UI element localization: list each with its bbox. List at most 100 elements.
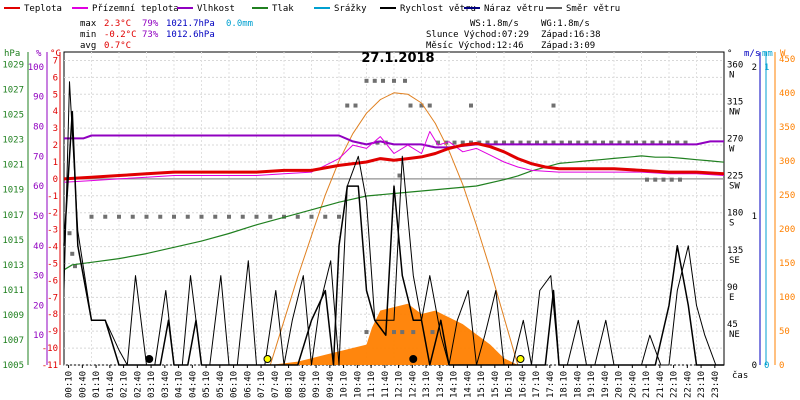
temperature-tick-label: 3	[53, 124, 58, 134]
wind-direction-point	[70, 251, 75, 256]
time-tick-label: 05:10	[202, 371, 212, 398]
wind-direction-point	[397, 173, 402, 178]
humidity-tick-label: 80	[33, 123, 44, 133]
legend-label: Vlhkost	[197, 4, 235, 14]
temperature-tick-label: -7	[47, 293, 58, 303]
legend-label: Směr větru	[566, 4, 620, 14]
rain-tick-label: 0	[764, 361, 769, 371]
wind-direction-point	[436, 140, 440, 145]
direction-compass-label: E	[729, 293, 734, 303]
wind-direction-point	[678, 177, 682, 182]
pressure-tick-label: 1029	[2, 61, 24, 71]
humidity-tick-label: 60	[33, 182, 44, 192]
solar-tick-label: 450	[779, 55, 795, 65]
temperature-tick-label: -4	[47, 243, 58, 253]
time-tick-label: 19:40	[601, 371, 611, 398]
time-tick-label: 01:40	[106, 371, 116, 398]
direction-tick-label: 135	[727, 246, 743, 256]
solar-tick-label: 200	[779, 225, 795, 235]
solar-unit: W	[780, 49, 786, 59]
time-tick-label: 17:40	[546, 371, 556, 398]
temperature-tick-label: 7	[53, 56, 58, 66]
wind-direction-point	[144, 214, 149, 219]
stat-value: -0.2°C	[104, 30, 137, 40]
wind-direction-point	[199, 214, 204, 219]
time-tick-label: 11:40	[381, 371, 391, 398]
legend-label: Náraz větru	[484, 4, 544, 14]
time-axis-unit: čas	[732, 370, 748, 381]
legend-label: Přízemní teplota	[92, 4, 179, 14]
time-tick-label: 13:40	[436, 371, 446, 398]
time-tick-label: 06:40	[243, 371, 253, 398]
direction-tick-label: 315	[727, 98, 743, 108]
pressure-tick-label: 1025	[2, 111, 24, 121]
direction-compass-label: S	[729, 219, 734, 229]
stat-value: min	[80, 30, 96, 40]
time-tick-label: 18:10	[560, 371, 570, 398]
stat-value: 0.0mm	[226, 19, 253, 29]
wind-direction-point	[642, 140, 647, 145]
wind-direction-point	[323, 214, 328, 219]
temperature-tick-label: -8	[47, 310, 58, 320]
solar-tick-label: 150	[779, 259, 795, 269]
pressure-tick-label: 1017	[2, 211, 24, 221]
wind-direction-point	[551, 140, 556, 145]
wind-direction-point	[518, 140, 523, 145]
time-tick-label: 02:40	[133, 371, 143, 398]
time-tick-label: 10:40	[353, 371, 363, 398]
temperature-tick-label: -1	[47, 192, 58, 202]
solar-tick-label: 300	[779, 157, 795, 167]
wind-direction-point	[634, 140, 638, 145]
temperature-tick-label: 2	[53, 141, 58, 151]
humidity-tick-label: 40	[33, 242, 44, 252]
wind-direction-point	[185, 214, 190, 219]
stat-value: 1012.6hPa	[166, 30, 215, 40]
humidity-tick-label: 50	[33, 212, 44, 222]
wind-direction-point	[427, 103, 432, 108]
time-tick-label: 13:10	[422, 371, 432, 398]
pressure-tick-label: 1015	[2, 236, 24, 246]
stat-value: 1021.7hPa	[166, 19, 215, 29]
wind-direction-point	[411, 330, 416, 335]
moonset-info: Západ:3:09	[541, 41, 595, 51]
time-tick-label: 08:10	[285, 371, 295, 398]
legend-label: Teplota	[24, 4, 62, 14]
time-tick-label: 23:10	[697, 371, 707, 398]
direction-tick-label: 270	[727, 135, 743, 145]
wind-direction-point	[584, 140, 589, 145]
legend-label: Rychlost větru	[400, 4, 476, 14]
time-tick-label: 03:40	[161, 371, 171, 398]
temperature-tick-label: -3	[47, 226, 58, 236]
wind-direction-point	[617, 140, 622, 145]
sunset-info: Západ:16:38	[541, 30, 601, 40]
time-tick-label: 07:10	[257, 371, 267, 398]
plot-area	[63, 78, 725, 366]
direction-compass-label: NW	[729, 108, 740, 118]
wind-direction-point	[392, 78, 396, 83]
pressure-tick-label: 1007	[2, 336, 24, 346]
time-tick-label: 01:10	[92, 371, 102, 398]
legend-label: Tlak	[272, 4, 294, 14]
wind-direction-point	[372, 78, 377, 83]
time-tick-label: 12:40	[408, 371, 418, 398]
wind-direction-point	[625, 140, 630, 145]
time-tick-label: 09:40	[326, 371, 336, 398]
time-tick-label: 21:10	[642, 371, 652, 398]
temperature-tick-label: -6	[47, 276, 58, 286]
direction-compass-label: NE	[729, 330, 740, 340]
pressure-tick-label: 1011	[2, 286, 24, 296]
series-line-rychlost-v-tru	[63, 110, 724, 366]
wind-direction-point	[240, 214, 245, 219]
wind-direction-point	[653, 177, 658, 182]
time-tick-label: 10:10	[340, 371, 350, 398]
temperature-tick-label: 0	[53, 175, 58, 185]
pressure-tick-label: 1027	[2, 86, 24, 96]
temperature-tick-label: -11	[42, 361, 58, 371]
stat-value: 2.3°C	[104, 19, 131, 29]
time-tick-label: 22:40	[683, 371, 693, 398]
chart-title: 27.1.2018	[361, 51, 434, 66]
pressure-unit: hPa	[4, 49, 20, 59]
humidity-tick-label: 20	[33, 301, 44, 311]
time-tick-label: 02:10	[120, 371, 130, 398]
